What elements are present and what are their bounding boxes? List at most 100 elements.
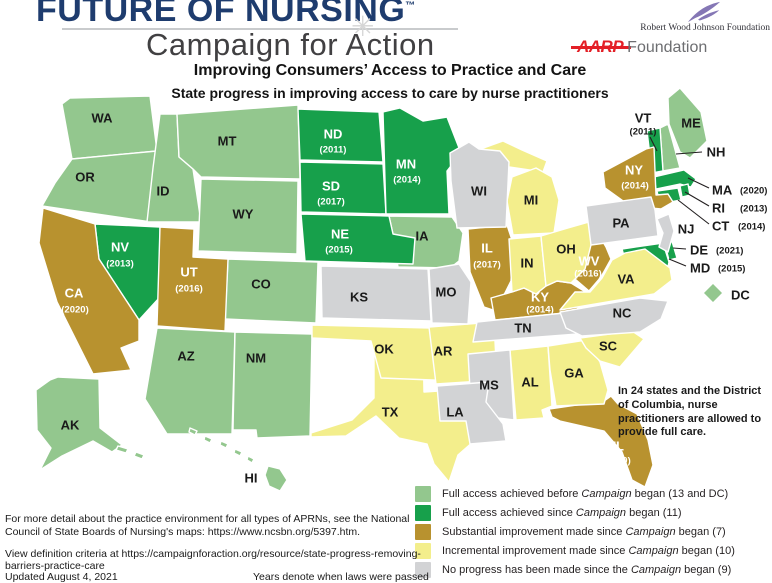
state-label-ID: ID: [157, 184, 170, 199]
state-NE: [300, 213, 416, 265]
state-OR: [41, 150, 163, 223]
state-label-CO: CO: [251, 277, 271, 292]
state-label-RI: RI: [712, 201, 725, 216]
state-LA: [436, 381, 507, 445]
state-label-NY: NY: [625, 163, 643, 178]
state-NJ: [656, 213, 675, 253]
state-MN: [382, 107, 462, 215]
state-year-DE: (2021): [716, 246, 743, 257]
state-year-SD: (2017): [317, 197, 344, 208]
footer-updated-date: Updated August 4, 2021: [5, 571, 118, 583]
state-label-MO: MO: [436, 285, 457, 300]
state-label-ME: ME: [681, 116, 701, 131]
state-CA: [38, 207, 140, 375]
state-label-TX: TX: [382, 405, 399, 420]
state-WY: [197, 178, 299, 255]
footer-criteria-text: View definition criteria at https://camp…: [5, 548, 421, 572]
state-year-WV: (2016): [574, 269, 601, 280]
state-label-AZ: AZ: [177, 349, 194, 364]
state-label-MS: MS: [479, 378, 499, 393]
state-label-IN: IN: [521, 256, 534, 271]
state-label-MA: MA: [712, 183, 733, 198]
state-VA: [559, 248, 673, 311]
state-OH: [540, 221, 593, 287]
state-HI: [264, 465, 288, 492]
tagline-secondary: State progress in improving access to ca…: [171, 85, 609, 101]
state-year-CA: (2020): [61, 305, 88, 316]
state-CO: [224, 258, 319, 324]
state-KS: [320, 265, 432, 322]
state-FL: [548, 395, 654, 488]
state-MA: [653, 169, 697, 190]
state-UT: [156, 226, 229, 332]
state-label-DC: DC: [731, 288, 750, 303]
state-MO: [428, 263, 472, 325]
tagline-primary: Improving Consumers’ Access to Practice …: [193, 62, 587, 79]
state-HI: [219, 440, 229, 449]
state-HI: [246, 455, 255, 464]
legend-label-none: No progress has been made since the Camp…: [442, 563, 732, 576]
aarp-foundation-text: Foundation: [627, 39, 708, 56]
state-label-ND: ND: [324, 127, 343, 142]
state-label-NM: NM: [246, 351, 266, 366]
state-year-NV: (2013): [106, 259, 133, 270]
state-year-IL: (2017): [473, 260, 500, 271]
legend-item-none: No progress has been made since the Camp…: [415, 560, 771, 579]
state-label-NJ: NJ: [678, 222, 695, 237]
state-label-MD: MD: [690, 261, 710, 276]
state-ME: [667, 87, 708, 159]
state-label-MT: MT: [218, 134, 237, 149]
state-label-FL: FL: [608, 439, 624, 454]
state-year-MA: (2020): [740, 186, 767, 197]
legend-item-incremental: Incremental improvement made since Campa…: [415, 541, 771, 560]
state-year-FL: (2020): [603, 456, 630, 467]
state-label-KS: KS: [350, 290, 368, 305]
state-label-WV: WV: [579, 254, 600, 269]
state-label-SC: SC: [599, 339, 618, 354]
state-label-AR: AR: [434, 344, 453, 359]
state-label-VA: VA: [617, 272, 635, 287]
state-RI: [679, 183, 691, 198]
state-label-GA: GA: [564, 366, 584, 381]
state-label-PA: PA: [612, 216, 630, 231]
state-MI: [506, 167, 560, 236]
state-label-WA: WA: [92, 111, 114, 126]
state-label-AK: AK: [61, 418, 80, 433]
state-label-IA: IA: [416, 229, 430, 244]
state-label-NC: NC: [613, 306, 632, 321]
rwjf-logo-text: Robert Wood Johnson Foundation: [640, 23, 770, 33]
state-DC: [702, 282, 724, 304]
legend-swatch-none: [415, 561, 431, 578]
state-NY: [602, 146, 674, 210]
trademark: ™: [405, 0, 416, 12]
aarp-logo: AARP Foundation: [577, 37, 707, 57]
state-label-CA: CA: [65, 286, 84, 301]
state-label-OR: OR: [75, 170, 95, 185]
title-divider: [62, 28, 458, 30]
rwjf-wing-icon: [687, 1, 721, 23]
state-PA: [585, 196, 659, 246]
state-year-MD: (2015): [718, 264, 745, 275]
legend-swatch-incremental: [415, 542, 431, 559]
state-year-NE: (2015): [325, 245, 352, 256]
footer-years-note: Years denote when laws were passed: [253, 571, 429, 583]
state-label-KY: KY: [531, 290, 549, 305]
campaign-subtitle: Campaign for Action: [146, 27, 435, 62]
state-label-HI: HI: [245, 471, 258, 486]
state-WA: [61, 95, 158, 160]
state-AZ: [144, 327, 236, 435]
state-AK: [133, 451, 145, 460]
callout-line-RI: [684, 191, 710, 207]
callout-line-MD: [668, 258, 687, 267]
callout-line-NH: [675, 151, 703, 155]
legend-label-substantial: Substantial improvement made since Campa…: [442, 525, 726, 538]
state-label-MN: MN: [396, 157, 416, 172]
state-label-OH: OH: [556, 242, 576, 257]
legend-item-full_since: Full access achieved since Campaign bega…: [415, 503, 771, 522]
legend: Full access achieved before Campaign beg…: [415, 484, 771, 579]
state-label-NE: NE: [331, 227, 349, 242]
state-label-UT: UT: [180, 265, 197, 280]
state-label-WY: WY: [233, 207, 254, 222]
